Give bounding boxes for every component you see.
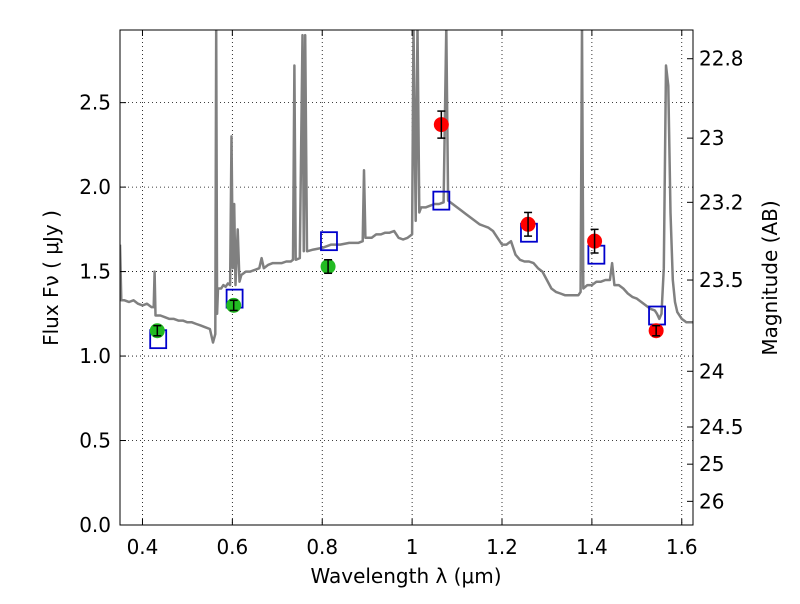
y2-tick-label: 25 bbox=[699, 452, 724, 476]
y2-tick-label: 23 bbox=[699, 126, 724, 150]
y-tick-label: 1.5 bbox=[79, 260, 111, 284]
plot-frame bbox=[119, 29, 694, 526]
x-tick-label: 1.6 bbox=[666, 535, 698, 559]
spectrum-line bbox=[120, 30, 693, 344]
y-tick-label: 2.0 bbox=[79, 175, 111, 199]
y2-tick-label: 23.5 bbox=[699, 268, 744, 292]
y2-tick-label: 22.8 bbox=[699, 47, 744, 71]
model-square bbox=[320, 231, 338, 252]
y-axis-title: Flux Fν ( μJy ) bbox=[39, 210, 63, 346]
y-tick-label: 1.0 bbox=[79, 344, 111, 368]
x-tick-label: 0.8 bbox=[306, 535, 338, 559]
data-layer bbox=[120, 30, 693, 350]
y-tick-label: 0.0 bbox=[79, 513, 111, 537]
y-tick-label: 0.5 bbox=[79, 429, 111, 453]
y-tick-label: 2.5 bbox=[79, 91, 111, 115]
x-axis-title: Wavelength λ (μm) bbox=[310, 564, 501, 588]
x-tick-label: 1 bbox=[406, 535, 419, 559]
x-tick-label: 1.4 bbox=[576, 535, 608, 559]
y2-axis-title: Magnitude (AB) bbox=[758, 200, 782, 355]
x-tick-label: 0.6 bbox=[216, 535, 248, 559]
y2-tick-label: 24 bbox=[699, 359, 724, 383]
y2-tick-label: 26 bbox=[699, 489, 724, 513]
axes: 0.4 0.6 0.8 1 1.2 1.4 1.6 0.0 0.5 1.0 1.5 2.0 2.5 22.… bbox=[79, 30, 744, 559]
y2-tick-label: 24.5 bbox=[699, 415, 744, 439]
x-tick-label: 0.4 bbox=[127, 535, 159, 559]
x-tick-label: 1.2 bbox=[486, 535, 518, 559]
grid bbox=[120, 30, 693, 526]
model-square bbox=[432, 190, 451, 211]
y2-tick-label: 23.2 bbox=[699, 190, 744, 214]
